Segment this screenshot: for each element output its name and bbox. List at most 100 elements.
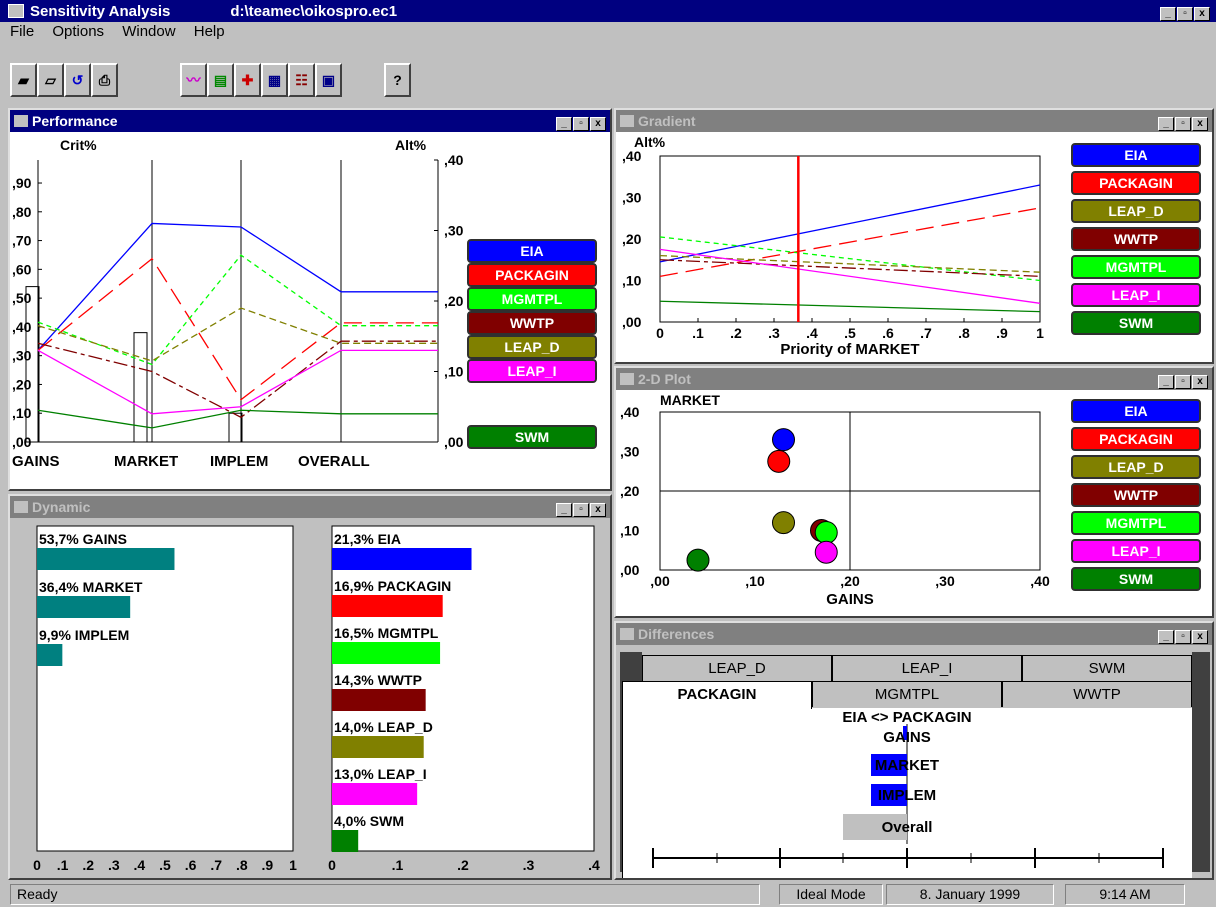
gradient-legend-swm[interactable] [1071,311,1201,335]
minimize-button[interactable]: _ [1158,117,1174,131]
menu-file[interactable]: File [10,23,35,40]
maximize-button[interactable]: ▫ [1175,630,1191,644]
app-icon[interactable] [8,4,24,18]
close-button[interactable]: x [590,503,606,517]
dynamic-chart: 53,7% GAINS 36,4% MARKET 9,9% IMPLEM 0 .1 .2.… [33,525,600,873]
plot2d-legend-wwtp[interactable] [1071,483,1201,507]
minimize-button[interactable]: _ [556,117,572,131]
minimize-button[interactable]: _ [1160,7,1176,21]
gradient-legend-label-packagin: PACKAGIN [1099,175,1173,191]
difference-bar-gains [903,726,907,740]
alternative-label: 13,0% LEAP_I [334,766,427,782]
close-button[interactable]: x [1194,7,1210,21]
close-button[interactable]: x [1192,375,1208,389]
perf-legend-wwtp[interactable] [467,311,597,335]
tab-swm[interactable]: SWM [1022,655,1192,681]
open-folder-icon[interactable]: ▱ [37,63,64,97]
crit-tick: ,70 [12,233,32,249]
plot2d-legend-leap_i[interactable] [1071,539,1201,563]
2d-plot-icon[interactable]: ▦ [261,63,288,97]
gradient-legend-leap_i[interactable] [1071,283,1201,307]
plot2d-legend-eia[interactable] [1071,399,1201,423]
criteria-tick: .9 [262,857,274,873]
minimize-button[interactable]: _ [556,503,572,517]
gradient-legend-mgmtpl[interactable] [1071,255,1201,279]
plot2d-xtick: ,00 [650,573,670,589]
plot2d-legend-label-leap_d: LEAP_D [1108,459,1163,475]
differences-icon[interactable]: ☷ [288,63,315,97]
alternative-label: 4,0% SWM [334,813,404,829]
gradient-ytick: ,30 [622,190,642,206]
tab-mgmtpl[interactable]: MGMTPL [812,681,1002,707]
plot2d-ytick: ,30 [620,444,640,460]
differences-scrollbar[interactable] [1192,652,1210,872]
plot2d-ytick: ,00 [620,562,640,578]
tab-leap-i[interactable]: LEAP_I [832,655,1022,681]
menu-options[interactable]: Options [52,23,105,40]
tab-leap-d[interactable]: LEAP_D [642,655,832,681]
criteria-tick: .4 [134,857,146,873]
menu-window[interactable]: Window [122,23,176,40]
perf-legend-label-packagin: PACKAGIN [495,267,569,283]
category-label-gains: GAINS [12,453,60,470]
gradient-xtick: .4 [806,325,818,341]
plot2d-ytick: ,20 [620,483,640,499]
open-icon[interactable]: ▰ [10,63,37,97]
stack-icon[interactable]: ▣ [315,63,342,97]
plot2d-point-eia [772,428,795,452]
perf-legend-packagin[interactable] [467,263,597,287]
perf-legend-leap_d[interactable] [467,335,597,359]
dynamic-chart-icon[interactable]: ▤ [207,63,234,97]
tab-wwtp[interactable]: WWTP [1002,681,1192,707]
criteria-tick: .2 [82,857,94,873]
help-icon[interactable]: ? [384,63,411,97]
gradient-series-eia [659,184,1041,263]
gradient-legend-leap_d[interactable] [1071,199,1201,223]
maximize-button[interactable]: ▫ [1175,117,1191,131]
crit-tick: ,50 [12,290,32,306]
plot2d-legend-packagin[interactable] [1071,427,1201,451]
perf-legend-mgmtpl[interactable] [467,287,597,311]
close-button[interactable]: x [1192,630,1208,644]
perf-legend-label-leap_d: LEAP_D [504,339,559,355]
tab-packagin[interactable]: PACKAGIN [622,681,812,709]
alternative-label: 14,0% LEAP_D [334,719,433,735]
performance-chart-icon[interactable]: 〰 [180,63,207,97]
plot2d-ytick: ,40 [620,404,640,420]
refresh-icon[interactable]: ↺ [64,63,91,97]
minimize-button[interactable]: _ [1158,630,1174,644]
maximize-button[interactable]: ▫ [1175,375,1191,389]
difference-bar-market [871,754,907,776]
alternative-bar-swm [332,830,359,852]
criteria-label: 53,7% GAINS [39,531,127,547]
plot2d-legend-swm[interactable] [1071,567,1201,591]
gradient-legend-packagin[interactable] [1071,171,1201,195]
plot2d-legend-leap_d[interactable] [1071,455,1201,479]
plot2d-legend-mgmtpl[interactable] [1071,511,1201,535]
gradient-legend-wwtp[interactable] [1071,227,1201,251]
criteria-label: 9,9% IMPLEM [39,627,129,643]
alt-tick: ,00 [444,434,464,450]
maximize-button[interactable]: ▫ [1177,7,1193,21]
maximize-button[interactable]: ▫ [573,117,589,131]
gradient-legend-eia[interactable] [1071,143,1201,167]
minimize-button[interactable]: _ [1158,375,1174,389]
gradient-xtick: .9 [996,325,1008,341]
alternative-tick: 0 [328,857,336,873]
gradient-chart-icon[interactable]: ✚ [234,63,261,97]
criteria-tick: .5 [159,857,171,873]
close-button[interactable]: x [1192,117,1208,131]
close-button[interactable]: x [590,117,606,131]
maximize-button[interactable]: ▫ [573,503,589,517]
print-icon[interactable]: ⎙ [91,63,118,97]
perf-legend-eia[interactable] [467,239,597,263]
dynamic-client: 53,7% GAINS 36,4% MARKET 9,9% IMPLEM 0 .1 .2.… [10,518,610,878]
chart-window-icon [14,115,28,127]
perf-legend-leap_i[interactable] [467,359,597,383]
gradient-legend-label-mgmtpl: MGMTPL [1106,259,1167,275]
gradient-xtick: .3 [768,325,780,341]
plot2d-client: MARKET ,00 ,10 ,20 ,30 ,40 ,00 ,10 ,20 ,30 ,40 GAIN… [616,390,1212,616]
menu-help[interactable]: Help [193,23,225,40]
gradient-xtick: .5 [844,325,856,341]
perf-legend-swm[interactable] [467,425,597,449]
